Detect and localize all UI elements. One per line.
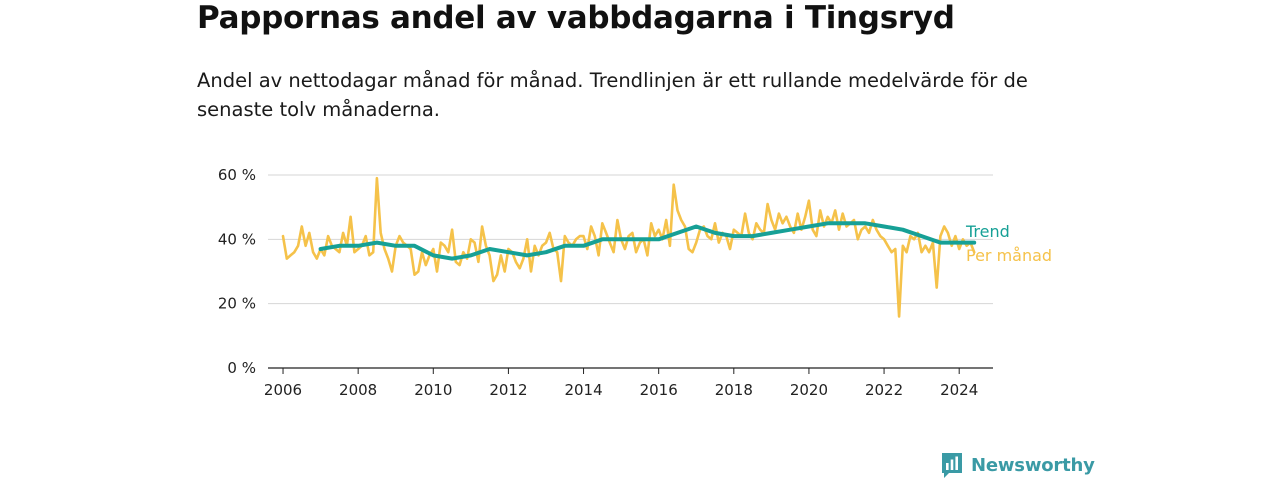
x-tick-label: 2024 <box>940 381 978 399</box>
x-tick-label: 2014 <box>564 381 602 399</box>
x-tick-label: 2010 <box>414 381 452 399</box>
series-line-per-manad <box>281 176 976 318</box>
x-tick-label: 2008 <box>339 381 377 399</box>
x-tick-label: 2020 <box>790 381 828 399</box>
legend-label-trend: Trend <box>965 222 1010 241</box>
y-tick-label: 20 % <box>218 295 256 313</box>
x-tick-label: 2012 <box>489 381 527 399</box>
series-lines <box>281 176 977 318</box>
legend: Trend Per månad <box>965 222 1052 265</box>
x-tick-label: 2022 <box>865 381 903 399</box>
y-axis-ticks: 0 % 20 % 40 % 60 % <box>218 166 256 377</box>
page-subtitle: Andel av nettodagar månad för månad. Tre… <box>197 69 1028 121</box>
x-tick-label: 2018 <box>715 381 753 399</box>
x-axis-ticks: 2006 2008 2010 2012 2014 2016 2018 2020 2022 2024 <box>264 368 978 399</box>
series-line-trend <box>318 221 977 261</box>
x-tick-label: 2006 <box>264 381 302 399</box>
y-tick-label: 0 % <box>227 359 256 377</box>
legend-label-per-manad: Per månad <box>966 246 1052 265</box>
page-title: Pappornas andel av vabbdagarna i Tingsry… <box>197 0 955 36</box>
brand-name: Newsworthy <box>971 454 1095 476</box>
brand-logo: Newsworthy <box>940 451 1095 479</box>
y-tick-label: 40 % <box>218 230 256 248</box>
x-tick-label: 2016 <box>640 381 678 399</box>
newsworthy-logo-icon <box>942 453 962 478</box>
y-tick-label: 60 % <box>218 166 256 184</box>
